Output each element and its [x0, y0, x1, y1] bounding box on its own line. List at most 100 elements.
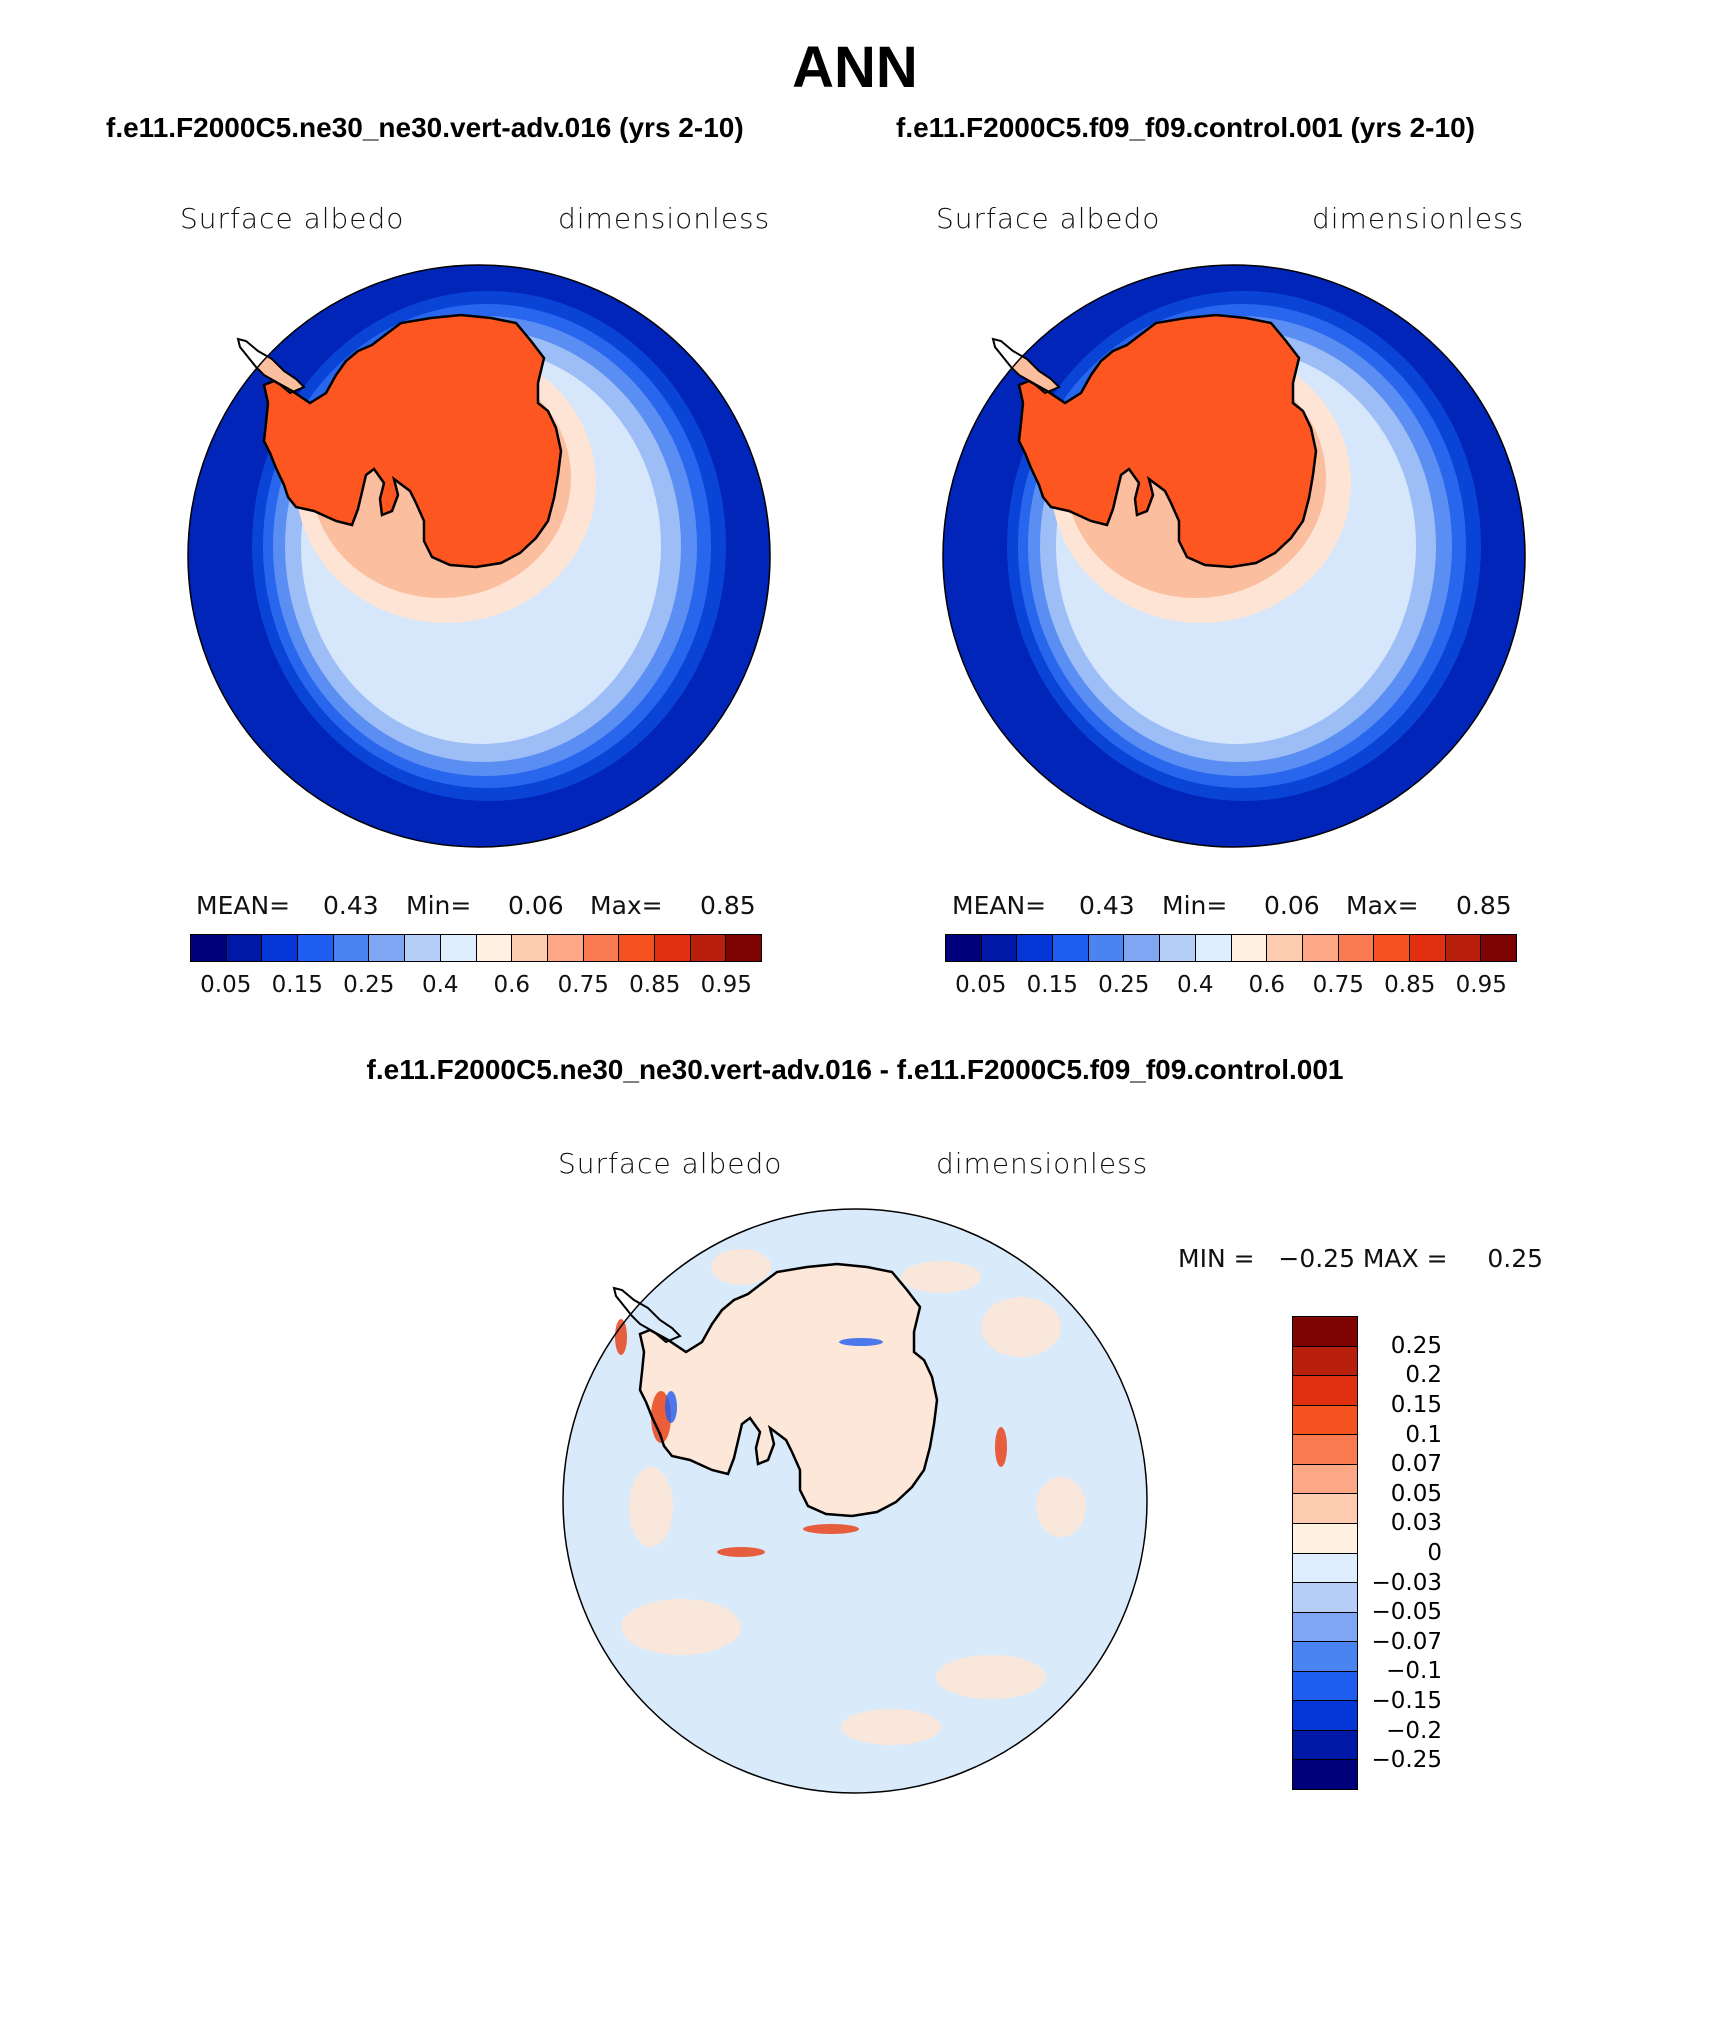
panel-left-min-value: 0.06 — [508, 891, 564, 920]
diff-positive-spot — [995, 1427, 1007, 1467]
colorbar-left-swatch — [690, 935, 727, 961]
colorbar-right-swatch — [1231, 935, 1268, 961]
colorbar-left-swatch — [583, 935, 620, 961]
colorbar-right-tick-label: 0.05 — [955, 972, 1007, 998]
panel-left-max-label: Max= — [590, 891, 663, 920]
difference-colorbar-swatch — [1293, 1612, 1357, 1643]
difference-colorbar-tick-label: −0.05 — [1371, 1599, 1442, 1626]
panel-right-map — [941, 263, 1527, 849]
difference-colorbar — [1292, 1316, 1358, 1790]
colorbar-left-ticks: 0.05 0.15 0.25 0.4 0.6 0.75 0.85 0.95 — [190, 972, 762, 1002]
colorbar-left-tick-label: 0.75 — [557, 972, 609, 998]
difference-units: dimensionless — [936, 1147, 1149, 1180]
antarctica-fill — [1019, 315, 1316, 567]
diff-patch — [711, 1249, 771, 1285]
difference-colorbar-ticks: 0.25 0.2 0.15 0.1 0.07 0.05 0.03 0 −0.03 −0.05 −0.… — [1362, 1331, 1442, 1775]
panel-left-case-title: f.e11.F2000C5.ne30_ne30.vert-adv.016 (yr… — [106, 112, 744, 143]
diff-patch — [629, 1467, 673, 1547]
diff-negative-spot — [839, 1338, 883, 1346]
panel-right-variable: Surface albedo — [936, 202, 1161, 235]
map-fill-group — [188, 265, 770, 847]
colorbar-right-swatch — [1195, 935, 1232, 961]
diff-antarctica-fill — [640, 1264, 937, 1516]
difference-colorbar-swatch — [1293, 1405, 1357, 1436]
colorbar-right-tick-label: 0.15 — [1026, 972, 1078, 998]
difference-colorbar-swatch — [1293, 1494, 1357, 1524]
colorbar-right-swatch — [1267, 935, 1303, 961]
diff-patch — [621, 1599, 741, 1655]
albedo-map-left — [187, 264, 771, 848]
difference-colorbar-swatch — [1293, 1346, 1357, 1377]
colorbar-right-swatch — [1302, 935, 1339, 961]
diff-patch — [901, 1261, 981, 1293]
colorbar-right-swatch — [1481, 935, 1516, 961]
diff-positive-spot — [803, 1524, 859, 1534]
difference-colorbar-swatch — [1293, 1760, 1357, 1789]
map-border — [942, 264, 1526, 848]
difference-colorbar-tick-label: −0.1 — [1386, 1658, 1442, 1685]
colorbar-left-swatch — [512, 935, 548, 961]
diff-patch — [1036, 1477, 1086, 1537]
colorbar-right-tick-label: 0.85 — [1384, 972, 1436, 998]
coastline — [262, 313, 563, 569]
difference-map — [561, 1207, 1149, 1795]
difference-colorbar-swatch — [1293, 1642, 1357, 1672]
panel-left-mean-value: 0.43 — [323, 891, 379, 920]
difference-colorbar-tick-label: 0.25 — [1390, 1332, 1442, 1359]
coastline — [1017, 313, 1318, 569]
difference-colorbar-tick-label: 0.2 — [1405, 1362, 1442, 1389]
peninsula-coastline — [991, 337, 1061, 395]
difference-colorbar-tick-label: −0.2 — [1386, 1717, 1442, 1744]
colorbar-left-tick-label: 0.95 — [700, 972, 752, 998]
colorbar-right-swatch — [1088, 935, 1125, 961]
colorbar-right — [945, 934, 1517, 962]
diff-coastline — [638, 1262, 939, 1518]
colorbar-left-swatch — [440, 935, 477, 961]
colorbar-left-swatch — [726, 935, 761, 961]
colorbar-left-swatch — [405, 935, 441, 961]
colorbar-right-tick-label: 0.95 — [1455, 972, 1507, 998]
colorbar-left-swatch — [226, 935, 263, 961]
difference-colorbar-swatch — [1293, 1435, 1357, 1465]
colorbar-right-swatch — [1017, 935, 1054, 961]
antarctica-fill — [264, 315, 561, 567]
panel-right-min-value: 0.06 — [1264, 891, 1320, 920]
peninsula-coastline — [236, 337, 306, 395]
panel-right-max-value: 0.85 — [1456, 891, 1512, 920]
difference-colorbar-tick-label: −0.07 — [1371, 1628, 1442, 1655]
colorbar-right-swatch — [1124, 935, 1161, 961]
difference-colorbar-tick-label: 0 — [1427, 1539, 1442, 1566]
colorbar-right-tick-label: 0.25 — [1098, 972, 1150, 998]
panel-left-max-value: 0.85 — [700, 891, 756, 920]
diff-fill-group — [563, 1209, 1147, 1793]
colorbar-right-swatch — [1338, 935, 1375, 961]
diff-map-border — [562, 1208, 1148, 1794]
colorbar-left-tick-label: 0.25 — [343, 972, 395, 998]
colorbar-left-swatch — [333, 935, 370, 961]
colorbar-left-tick-label: 0.6 — [493, 972, 531, 998]
colorbar-right-tick-label: 0.75 — [1312, 972, 1364, 998]
difference-colorbar-tick-label: 0.05 — [1390, 1480, 1442, 1507]
colorbar-right-swatch — [1160, 935, 1196, 961]
panel-right-min-label: Min= — [1162, 891, 1228, 920]
colorbar-right-swatch — [946, 935, 982, 961]
colorbar-right-swatch — [1374, 935, 1410, 961]
colorbar-left-tick-label: 0.05 — [200, 972, 252, 998]
difference-colorbar-tick-label: −0.15 — [1371, 1687, 1442, 1714]
colorbar-left-swatch — [262, 935, 299, 961]
difference-minmax: MIN = −0.25 MAX = 0.25 — [1178, 1244, 1544, 1273]
difference-colorbar-tick-label: −0.03 — [1371, 1569, 1442, 1596]
colorbar-right-swatch — [1409, 935, 1446, 961]
panel-left-map — [186, 263, 772, 849]
colorbar-right-tick-label: 0.4 — [1176, 972, 1214, 998]
difference-colorbar-tick-label: 0.15 — [1390, 1391, 1442, 1418]
diff-peninsula-coastline — [612, 1286, 682, 1344]
panel-left-min-label: Min= — [406, 891, 472, 920]
panel-left-units: dimensionless — [558, 202, 771, 235]
difference-colorbar-swatch — [1293, 1671, 1357, 1702]
colorbar-left-swatch — [298, 935, 334, 961]
colorbar-right-swatch — [1053, 935, 1089, 961]
colorbar-right-swatch — [1445, 935, 1482, 961]
difference-colorbar-swatch — [1293, 1523, 1357, 1554]
diff-positive-spot — [717, 1547, 765, 1557]
